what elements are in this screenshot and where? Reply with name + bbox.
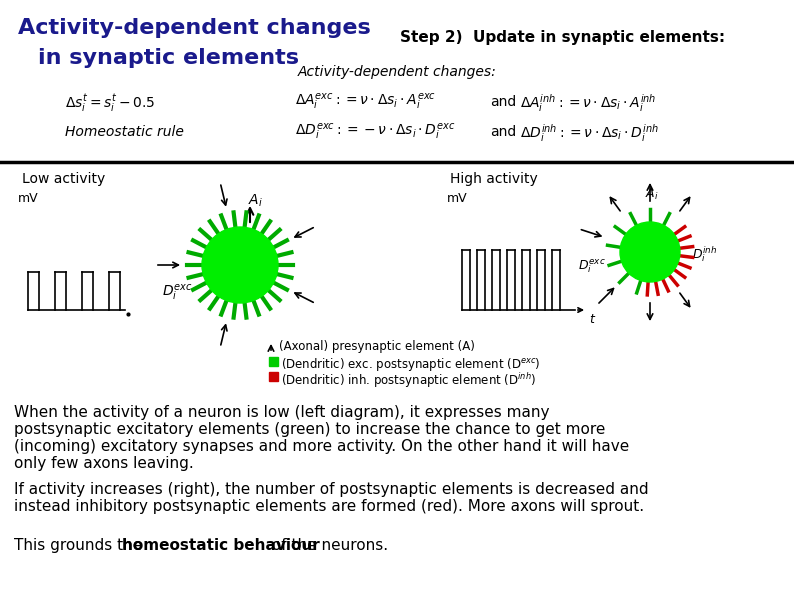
Text: High activity: High activity	[450, 172, 538, 186]
Text: mV: mV	[447, 192, 468, 205]
Text: $D_i^{inh}$: $D_i^{inh}$	[692, 244, 718, 264]
Text: $D_i^{exc}$: $D_i^{exc}$	[162, 283, 193, 303]
Text: Low activity: Low activity	[22, 172, 106, 186]
Text: (Axonal) presynaptic element (A): (Axonal) presynaptic element (A)	[279, 340, 475, 353]
Text: If activity increases (right), the number of postsynaptic elements is decreased : If activity increases (right), the numbe…	[14, 482, 649, 497]
Text: $\Delta A_i^{exc} := \nu \cdot \Delta s_i \cdot A_i^{exc}$: $\Delta A_i^{exc} := \nu \cdot \Delta s_…	[295, 92, 436, 112]
Text: $D_i^{exc}$: $D_i^{exc}$	[578, 257, 606, 275]
Text: and: and	[490, 95, 516, 109]
Text: (Dendritic) exc. postsynaptic element (D$^{exc}$): (Dendritic) exc. postsynaptic element (D…	[281, 356, 541, 373]
Text: in synaptic elements: in synaptic elements	[38, 48, 299, 68]
Text: $\Delta s_i^t = s_i^t - 0.5$: $\Delta s_i^t = s_i^t - 0.5$	[65, 92, 156, 114]
Text: (incoming) excitatory synapses and more activity. On the other hand it will have: (incoming) excitatory synapses and more …	[14, 439, 630, 454]
Text: (Dendritic) inh. postsynaptic element (D$^{inh}$): (Dendritic) inh. postsynaptic element (D…	[281, 371, 537, 390]
Text: This grounds the: This grounds the	[14, 538, 147, 553]
Text: $\Delta A_i^{inh} := \nu \cdot \Delta s_i \cdot A_i^{inh}$: $\Delta A_i^{inh} := \nu \cdot \Delta s_…	[520, 92, 657, 114]
Text: Activity-dependent changes:: Activity-dependent changes:	[298, 65, 496, 79]
Text: $\Delta D_i^{exc} := -\nu \cdot \Delta s_i \cdot D_i^{exc}$: $\Delta D_i^{exc} := -\nu \cdot \Delta s…	[295, 122, 456, 142]
Text: When the activity of a neuron is low (left diagram), it expresses many: When the activity of a neuron is low (le…	[14, 405, 549, 420]
Circle shape	[202, 227, 278, 303]
Text: only few axons leaving.: only few axons leaving.	[14, 456, 194, 471]
Bar	[269, 357, 278, 366]
Text: Step 2)  Update in synaptic elements:: Step 2) Update in synaptic elements:	[400, 30, 725, 45]
Text: postsynaptic excitatory elements (green) to increase the chance to get more: postsynaptic excitatory elements (green)…	[14, 422, 605, 437]
Text: of the neurons.: of the neurons.	[267, 538, 388, 553]
Text: and: and	[490, 125, 516, 139]
Text: Activity-dependent changes: Activity-dependent changes	[18, 18, 371, 38]
Text: t: t	[589, 313, 594, 326]
Text: instead inhibitory postsynaptic elements are formed (red). More axons will sprou: instead inhibitory postsynaptic elements…	[14, 499, 644, 514]
Text: mV: mV	[18, 192, 39, 205]
Bar	[269, 372, 278, 381]
Text: $\Delta D_i^{inh} := \nu \cdot \Delta s_i \cdot D_i^{inh}$: $\Delta D_i^{inh} := \nu \cdot \Delta s_…	[520, 122, 659, 144]
Text: $A_i$: $A_i$	[645, 187, 658, 202]
Text: homeostatic behaviour: homeostatic behaviour	[122, 538, 320, 553]
Circle shape	[620, 222, 680, 282]
Text: $A_i$: $A_i$	[248, 193, 263, 209]
Text: Homeostatic rule: Homeostatic rule	[65, 125, 184, 139]
